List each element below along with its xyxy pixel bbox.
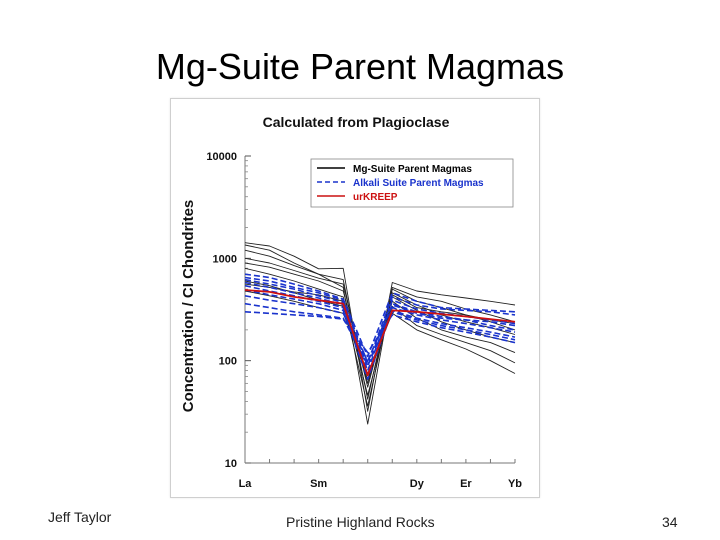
series-line-alkali <box>244 302 516 367</box>
y-tick-label: 1000 <box>213 253 237 265</box>
series-line-alkali <box>244 273 516 358</box>
x-tick-label: Sm <box>310 478 327 490</box>
series-line-alkali <box>244 311 516 354</box>
chart-title: Calculated from Plagioclase <box>263 114 450 130</box>
plot-area: 10 100 1000 10000 La Sm Dy Er Yb <box>206 151 522 490</box>
series-line-mg <box>244 267 516 396</box>
series-line-urkreep <box>244 289 516 377</box>
y-tick-label: 10000 <box>206 151 237 163</box>
chart-figure: Calculated from Plagioclase Concentratio… <box>170 98 540 498</box>
series-line-alkali <box>244 281 516 372</box>
x-tick-label: La <box>239 478 253 490</box>
slide-title: Mg-Suite Parent Magmas <box>155 46 565 87</box>
x-tick-label: Yb <box>508 478 522 490</box>
footer-author: Jeff Taylor <box>48 509 112 525</box>
x-tick-label: Dy <box>410 478 425 490</box>
series-line-alkali <box>244 276 516 364</box>
legend-box <box>310 158 514 208</box>
y-tick-label: 10 <box>225 458 237 470</box>
y-tick-label: 100 <box>219 356 237 368</box>
x-tick-label: Er <box>460 478 472 490</box>
legend-label: Mg-Suite Parent Magmas <box>353 164 472 175</box>
legend-label: Alkali Suite Parent Magmas <box>353 178 484 189</box>
legend: Mg-Suite Parent Magmas Alkali Suite Paren… <box>310 158 514 208</box>
footer-title: Pristine Highland Rocks <box>286 514 435 530</box>
y-axis-label: Concentration / CI Chondrites <box>180 200 197 413</box>
legend-label: urKREEP <box>353 192 398 203</box>
page-number: 34 <box>662 514 678 530</box>
chart-svg: Calculated from Plagioclase Concentratio… <box>180 114 522 490</box>
